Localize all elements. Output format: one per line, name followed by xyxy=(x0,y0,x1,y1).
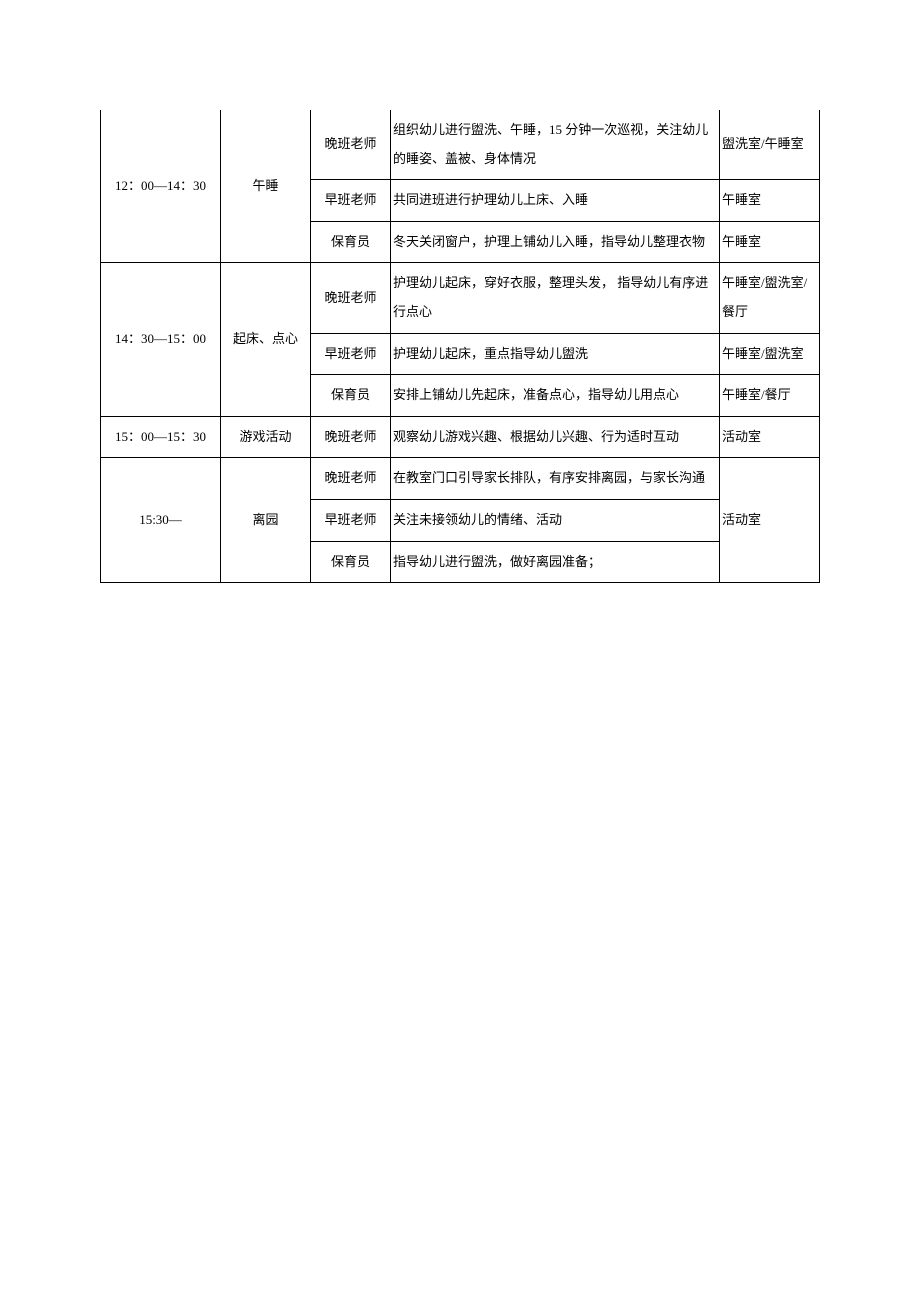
cell-loc: 午睡室/餐厅 xyxy=(720,375,820,417)
cell-desc: 关注未接领幼儿的情绪、活动 xyxy=(391,499,720,541)
cell-role: 保育员 xyxy=(311,541,391,583)
table-body: 12：00—14：30 午睡 晚班老师 组织幼儿进行盥洗、午睡，15 分钟一次巡… xyxy=(101,110,820,583)
cell-desc: 指导幼儿进行盥洗，做好离园准备； xyxy=(391,541,720,583)
table-row: 14：30—15：00 起床、点心 晚班老师 护理幼儿起床，穿好衣服，整理头发，… xyxy=(101,263,820,333)
cell-loc: 午睡室 xyxy=(720,221,820,263)
cell-loc: 午睡室 xyxy=(720,180,820,222)
cell-time: 14：30—15：00 xyxy=(101,263,221,416)
schedule-table: 12：00—14：30 午睡 晚班老师 组织幼儿进行盥洗、午睡，15 分钟一次巡… xyxy=(100,110,820,583)
cell-role: 保育员 xyxy=(311,375,391,417)
cell-role: 晚班老师 xyxy=(311,110,391,180)
cell-loc: 盥洗室/午睡室 xyxy=(720,110,820,180)
cell-role: 晚班老师 xyxy=(311,458,391,500)
cell-desc: 观察幼儿游戏兴趣、根据幼儿兴趣、行为适时互动 xyxy=(391,416,720,458)
cell-loc: 活动室 xyxy=(720,416,820,458)
cell-desc: 组织幼儿进行盥洗、午睡，15 分钟一次巡视，关注幼儿的睡姿、盖被、身体情况 xyxy=(391,110,720,180)
cell-desc: 安排上铺幼儿先起床，准备点心，指导幼儿用点心 xyxy=(391,375,720,417)
table-row: 15:30— 离园 晚班老师 在教室门口引导家长排队，有序安排离园，与家长沟通 … xyxy=(101,458,820,500)
table-row: 15：00—15：30 游戏活动 晚班老师 观察幼儿游戏兴趣、根据幼儿兴趣、行为… xyxy=(101,416,820,458)
cell-role: 晚班老师 xyxy=(311,416,391,458)
cell-desc: 在教室门口引导家长排队，有序安排离园，与家长沟通 xyxy=(391,458,720,500)
cell-role: 早班老师 xyxy=(311,180,391,222)
cell-time: 12：00—14：30 xyxy=(101,110,221,263)
cell-activity: 午睡 xyxy=(221,110,311,263)
cell-desc: 护理幼儿起床，穿好衣服，整理头发， 指导幼儿有序进行点心 xyxy=(391,263,720,333)
cell-role: 晚班老师 xyxy=(311,263,391,333)
cell-role: 早班老师 xyxy=(311,333,391,375)
cell-role: 早班老师 xyxy=(311,499,391,541)
cell-loc: 午睡室/盥洗室/餐厅 xyxy=(720,263,820,333)
cell-time: 15:30— xyxy=(101,458,221,583)
document-page: 12：00—14：30 午睡 晚班老师 组织幼儿进行盥洗、午睡，15 分钟一次巡… xyxy=(0,0,920,583)
cell-desc: 共同进班进行护理幼儿上床、入睡 xyxy=(391,180,720,222)
cell-desc: 冬天关闭窗户，护理上铺幼儿入睡，指导幼儿整理衣物 xyxy=(391,221,720,263)
cell-time: 15：00—15：30 xyxy=(101,416,221,458)
cell-desc: 护理幼儿起床，重点指导幼儿盥洗 xyxy=(391,333,720,375)
cell-role: 保育员 xyxy=(311,221,391,263)
cell-loc: 午睡室/盥洗室 xyxy=(720,333,820,375)
cell-activity: 离园 xyxy=(221,458,311,583)
cell-activity: 游戏活动 xyxy=(221,416,311,458)
table-row: 12：00—14：30 午睡 晚班老师 组织幼儿进行盥洗、午睡，15 分钟一次巡… xyxy=(101,110,820,180)
cell-loc: 活动室 xyxy=(720,458,820,583)
cell-activity: 起床、点心 xyxy=(221,263,311,416)
